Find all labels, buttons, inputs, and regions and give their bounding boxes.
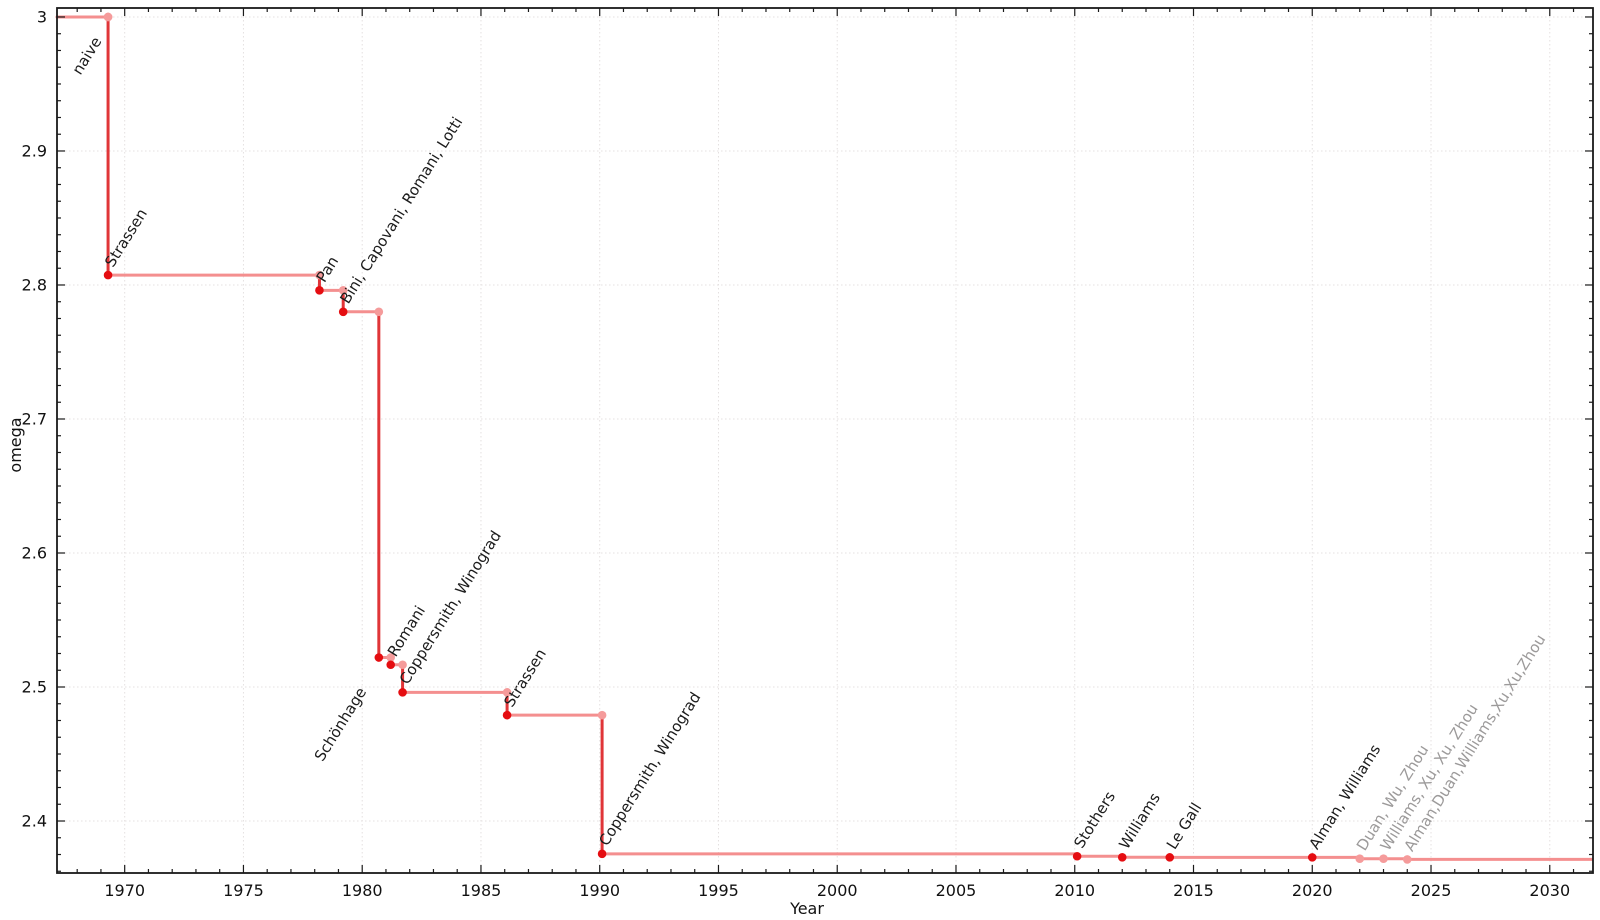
data-point-naive xyxy=(103,12,113,22)
y-tick-label: 2.6 xyxy=(22,543,47,562)
data-point-duan-wu-zhou xyxy=(1355,854,1365,863)
tick-layer xyxy=(57,8,1593,873)
data-point-stothers xyxy=(1072,851,1082,861)
x-tick-label: 1980 xyxy=(342,881,383,900)
step-top-point xyxy=(315,270,324,280)
annotation-coppersmith-winograd: Coppersmith, Winograd xyxy=(595,689,704,849)
series-layer xyxy=(55,15,1593,861)
annotation-pan: Pan xyxy=(313,253,343,286)
data-point-pan xyxy=(315,286,324,295)
x-tick-label: 2020 xyxy=(1292,881,1333,900)
data-point-williams xyxy=(1117,852,1127,862)
axes-layer xyxy=(56,7,1594,874)
x-tick-label: 1985 xyxy=(461,881,502,900)
data-point-bini-capovani-romani-lotti xyxy=(338,307,348,317)
annotation-le-gall: Le Gall xyxy=(1163,799,1205,852)
y-tick-label: 2.9 xyxy=(22,141,47,160)
data-point-coppersmith-winograd xyxy=(597,849,607,859)
x-tick-label: 1970 xyxy=(104,881,145,900)
annotation-sch-nhage: Schönhage xyxy=(311,684,370,764)
data-point-strassen xyxy=(502,710,512,720)
data-point-williams-xu-xu-zhou xyxy=(1379,854,1388,864)
grid-layer xyxy=(57,8,1593,873)
y-tick-label: 2.8 xyxy=(22,275,47,294)
data-point-coppersmith-winograd xyxy=(398,688,407,697)
x-tick-label: 2000 xyxy=(817,881,858,900)
x-tick-label: 2010 xyxy=(1054,881,1095,900)
y-tick-label: 2.5 xyxy=(22,678,47,697)
marker-layer xyxy=(103,12,1412,864)
step-top-point xyxy=(398,660,407,670)
y-tick-label: 2.7 xyxy=(22,409,47,428)
data-point-strassen xyxy=(103,270,113,280)
data-point-sch-nhage xyxy=(374,653,384,662)
x-tick-label: 1990 xyxy=(579,881,620,900)
x-tick-label: 2015 xyxy=(1173,881,1214,900)
step-top-point xyxy=(386,653,396,662)
x-tick-label: 2025 xyxy=(1411,881,1452,900)
x-tick-label: 1995 xyxy=(698,881,739,900)
x-tick-label: 2005 xyxy=(936,881,977,900)
y-tick-label: 3 xyxy=(37,7,47,26)
data-point-romani xyxy=(386,660,396,670)
annotation-alman-duan-williams-xu-xu-zhou: Alman,Duan,Williams,Xu,Xu,Zhou xyxy=(1400,631,1549,854)
annotation-strassen: Strassen xyxy=(500,645,550,710)
annotation-stothers: Stothers xyxy=(1070,788,1119,851)
step-top-point xyxy=(338,286,348,295)
x-axis-title: Year xyxy=(789,899,824,918)
tick-label-layer: 1970 1975 1980 1985 1990 1995 2000 2005 2010 2015… xyxy=(22,7,1571,900)
step-top-point xyxy=(597,710,607,720)
annotation-williams: Williams xyxy=(1115,789,1164,852)
data-point-alman-duan-williams-xu-xu-zhou xyxy=(1402,855,1412,864)
annotation-naive: naive xyxy=(68,34,105,78)
x-tick-label: 2030 xyxy=(1529,881,1570,900)
step-top-point xyxy=(502,688,512,697)
data-point-alman-williams xyxy=(1307,853,1317,862)
x-tick-label: 1975 xyxy=(223,881,264,900)
data-point-le-gall xyxy=(1165,853,1175,862)
step-top-point xyxy=(374,307,384,317)
y-axis-title: omega xyxy=(6,417,25,472)
y-tick-label: 2.4 xyxy=(22,812,47,831)
annotation-bini-capovani-romani-lotti: Bini, Capovani, Romani, Lotti xyxy=(336,114,466,307)
plot-border xyxy=(56,7,1594,874)
